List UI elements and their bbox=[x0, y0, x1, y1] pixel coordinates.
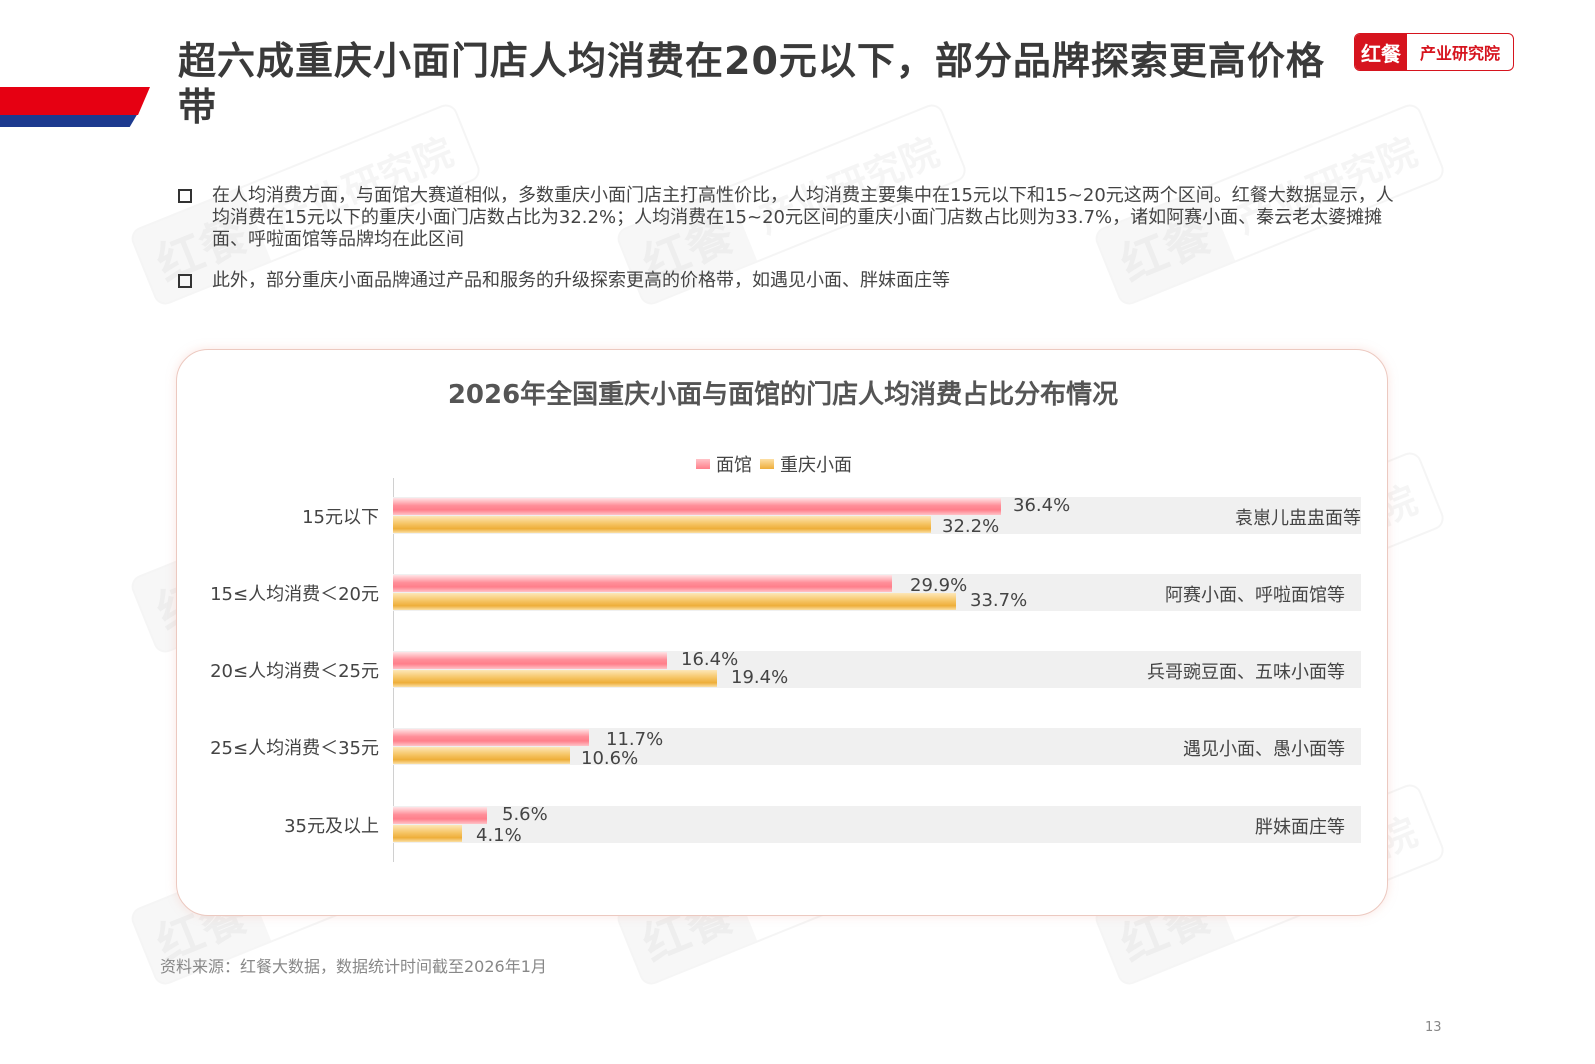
chart-row: 20≤人均消费＜25元 16.4% 19.4% 兵哥豌豆面、五味小面等 bbox=[0, 651, 1595, 689]
logo-text: 产业研究院 bbox=[1419, 44, 1500, 63]
legend-swatch-orange bbox=[760, 459, 774, 469]
bar-mianguan bbox=[393, 729, 589, 746]
chart-row: 25≤人均消费＜35元 11.7% 10.6% 遇见小面、愚小面等 bbox=[0, 728, 1595, 769]
value-label: 33.7% bbox=[970, 590, 1028, 611]
brand-annotation: 胖妹面庄等 bbox=[1255, 817, 1345, 838]
value-label: 19.4% bbox=[731, 667, 789, 688]
row-background bbox=[393, 806, 1361, 843]
value-label: 4.1% bbox=[476, 825, 522, 846]
brand-annotation: 袁崽儿盅盅面等 bbox=[1235, 508, 1361, 529]
legend-swatch-pink bbox=[696, 459, 710, 469]
chart-title: 2026年全国重庆小面与面馆的门店人均消费占比分布情况 bbox=[447, 380, 1119, 410]
value-label: 36.4% bbox=[1013, 495, 1071, 516]
bar-chongqing-xiaomian bbox=[393, 516, 931, 533]
value-label: 32.2% bbox=[942, 516, 1000, 537]
category-label: 15元以下 bbox=[302, 507, 379, 528]
page-title: 超六成重庆小面门店人均消费在20元以下，部分品牌探索更高价格带 bbox=[178, 39, 1325, 129]
category-label: 25≤人均消费＜35元 bbox=[210, 738, 379, 759]
bar-chongqing-xiaomian bbox=[393, 825, 462, 842]
value-label: 16.4% bbox=[681, 649, 739, 670]
brand-annotation: 阿赛小面、呼啦面馆等 bbox=[1165, 585, 1345, 606]
legend-item-chongqing-xiaomian: 重庆小面 bbox=[760, 451, 852, 477]
bar-chongqing-xiaomian bbox=[393, 747, 570, 764]
header-stripe-red bbox=[0, 87, 150, 115]
category-label: 20≤人均消费＜25元 bbox=[210, 661, 379, 682]
logo-mark: 红餐 bbox=[1355, 34, 1407, 70]
category-label: 15≤人均消费＜20元 bbox=[210, 584, 379, 605]
bullet-list: 在人均消费方面，与面馆大赛道相似，多数重庆小面门店主打高性价比，人均消费主要集中… bbox=[178, 185, 1408, 311]
header-stripe-blue bbox=[0, 113, 138, 127]
value-label: 29.9% bbox=[910, 575, 968, 596]
bullet-item: 在人均消费方面，与面馆大赛道相似，多数重庆小面门店主打高性价比，人均消费主要集中… bbox=[178, 185, 1408, 251]
page-number: 13 bbox=[1425, 1020, 1442, 1035]
legend-item-mianguan: 面馆 bbox=[696, 451, 752, 477]
value-label: 10.6% bbox=[581, 748, 639, 769]
square-bullet-icon bbox=[178, 274, 192, 288]
bar-mianguan bbox=[393, 498, 1001, 515]
square-bullet-icon bbox=[178, 189, 192, 203]
brand-logo: 红餐 产业研究院 bbox=[1354, 33, 1514, 71]
chart-row: 15≤人均消费＜20元 29.9% 33.7% 阿赛小面、呼啦面馆等 bbox=[0, 574, 1595, 612]
chart-legend: 面馆 重庆小面 bbox=[696, 451, 860, 477]
source-note: 资料来源：红餐大数据，数据统计时间截至2026年1月 bbox=[160, 957, 547, 976]
brand-annotation: 兵哥豌豆面、五味小面等 bbox=[1147, 662, 1345, 683]
bar-chongqing-xiaomian bbox=[393, 593, 956, 610]
bullet-item: 此外，部分重庆小面品牌通过产品和服务的升级探索更高的价格带，如遇见小面、胖妹面庄… bbox=[178, 270, 1408, 292]
chart-row: 35元及以上 5.6% 4.1% 胖妹面庄等 bbox=[0, 804, 1595, 846]
brand-annotation: 遇见小面、愚小面等 bbox=[1183, 739, 1345, 760]
value-label: 5.6% bbox=[502, 804, 548, 825]
value-label: 11.7% bbox=[606, 729, 664, 750]
bar-mianguan bbox=[393, 807, 487, 824]
bar-mianguan bbox=[393, 575, 892, 592]
category-label: 35元及以上 bbox=[284, 816, 379, 837]
bar-mianguan bbox=[393, 652, 667, 669]
chart-row: 15元以下 36.4% 32.2% 袁崽儿盅盅面等 bbox=[0, 495, 1595, 537]
bar-chongqing-xiaomian bbox=[393, 670, 717, 687]
